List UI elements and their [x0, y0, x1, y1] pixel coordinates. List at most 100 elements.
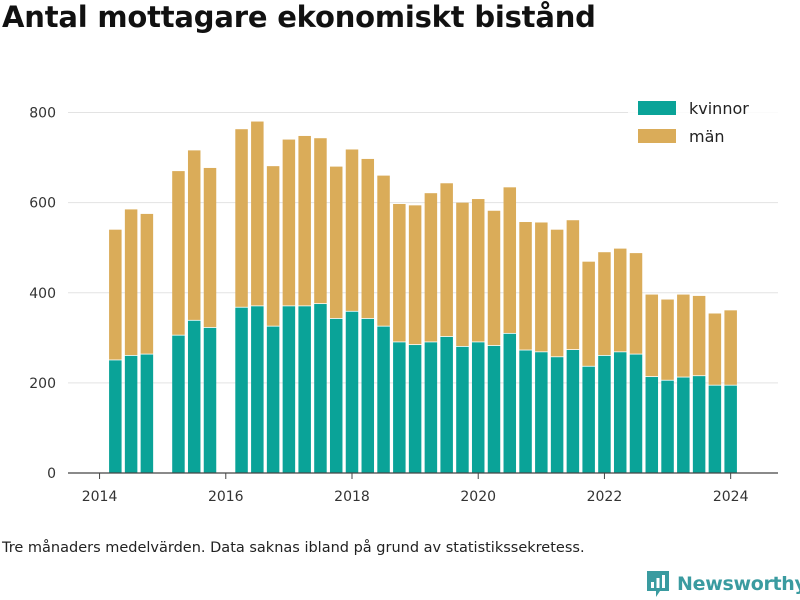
bar-kvinnor	[282, 306, 296, 473]
bar-kvinnor	[645, 377, 659, 473]
bar-man	[629, 253, 643, 354]
y-tick-label: 400	[29, 286, 56, 302]
y-tick-label: 800	[29, 106, 56, 122]
bar-man	[235, 129, 248, 307]
bar-man	[408, 205, 422, 345]
bar-man	[251, 121, 264, 306]
bar-kvinnor	[503, 333, 517, 473]
bar-man	[440, 183, 453, 337]
bar-kvinnor	[124, 355, 138, 473]
brand-name: Newsworthy	[677, 573, 800, 595]
bar-man	[203, 167, 217, 328]
x-tick-label: 2024	[713, 489, 749, 505]
bar-kvinnor	[361, 318, 375, 473]
brand[interactable]: Newsworthy	[645, 568, 800, 600]
bar-kvinnor	[677, 377, 690, 473]
newsworthy-logo-icon	[647, 571, 669, 597]
bar-man	[550, 229, 564, 357]
bar-man	[298, 135, 311, 306]
x-tick-label: 2022	[587, 489, 623, 505]
footnote: Tre månaders medelvärden. Data saknas ib…	[2, 540, 585, 556]
bar-man	[314, 138, 327, 304]
bar-man	[140, 213, 154, 354]
bar-man	[582, 261, 595, 366]
bar-kvinnor	[424, 342, 438, 473]
bar-man	[345, 149, 359, 311]
bar-kvinnor	[109, 360, 122, 473]
bar-man	[613, 248, 627, 352]
bar-man	[109, 229, 122, 360]
bar-kvinnor	[440, 336, 453, 473]
x-tick-label: 2014	[82, 489, 118, 505]
bar-kvinnor	[235, 307, 248, 473]
bar-kvinnor	[377, 326, 390, 473]
bar-kvinnor	[140, 354, 154, 473]
chart-title: Antal mottagare ekonomiskt bistånd	[2, 0, 596, 34]
bar-kvinnor	[661, 380, 674, 473]
bar-man	[187, 150, 201, 320]
bar-kvinnor	[298, 306, 311, 473]
bar-man	[172, 171, 185, 335]
bar-kvinnor	[203, 327, 217, 473]
bar-man	[329, 166, 343, 319]
bar-man	[393, 203, 406, 342]
legend-swatch-kvinnor	[638, 101, 676, 115]
legend-label-man: män	[689, 127, 725, 146]
bar-man	[535, 222, 548, 352]
bar-man	[724, 310, 737, 385]
bar-man	[598, 252, 611, 356]
bar-kvinnor	[487, 345, 501, 473]
bar-kvinnor	[582, 366, 595, 473]
bar-man	[266, 166, 280, 326]
bar-kvinnor	[550, 357, 564, 473]
bar-kvinnor	[266, 326, 280, 473]
bars	[109, 121, 737, 473]
bar-man	[377, 175, 390, 326]
bar-kvinnor	[345, 311, 359, 473]
bar-man	[282, 139, 296, 306]
bar-kvinnor	[314, 304, 327, 473]
bar-man	[661, 299, 674, 380]
bar-kvinnor	[456, 346, 469, 473]
bar-man	[361, 158, 375, 319]
bar-man	[124, 209, 138, 356]
bar-chart: 2014 2016 2018 2020 2022 2024 0 200 400 600 800 k…	[29, 98, 778, 505]
legend-label-kvinnor: kvinnor	[689, 99, 749, 118]
bar-kvinnor	[329, 318, 343, 473]
x-tick-label: 2018	[334, 489, 370, 505]
bar-kvinnor	[692, 376, 706, 473]
bar-man	[677, 294, 690, 377]
bar-man	[471, 199, 485, 342]
bar-man	[519, 222, 532, 350]
y-tick-label: 200	[29, 376, 56, 392]
bar-kvinnor	[708, 385, 722, 473]
x-tick-label: 2016	[208, 489, 244, 505]
bar-man	[708, 313, 722, 385]
legend: kvinnor män	[628, 98, 778, 156]
y-tick-label: 600	[29, 196, 56, 212]
legend-swatch-man	[638, 129, 676, 143]
bar-kvinnor	[408, 345, 422, 473]
bar-kvinnor	[251, 306, 264, 473]
bar-kvinnor	[724, 385, 737, 473]
bar-man	[487, 210, 501, 346]
bar-kvinnor	[471, 342, 485, 473]
bar-man	[503, 187, 517, 333]
bar-kvinnor	[629, 354, 643, 473]
bar-kvinnor	[187, 320, 201, 473]
x-axis-ticks: 2014 2016 2018 2020 2022 2024	[82, 473, 749, 505]
bar-kvinnor	[566, 349, 580, 473]
bar-kvinnor	[393, 342, 406, 473]
bar-man	[424, 193, 438, 342]
bar-kvinnor	[613, 352, 627, 473]
bar-man	[645, 294, 659, 377]
y-tick-label: 0	[47, 466, 56, 482]
bar-kvinnor	[535, 352, 548, 473]
bar-man	[456, 202, 469, 347]
y-axis-ticks: 0 200 400 600 800	[29, 106, 56, 482]
bar-man	[692, 295, 706, 376]
gridlines	[68, 112, 778, 384]
bar-kvinnor	[598, 355, 611, 473]
x-tick-label: 2020	[460, 489, 496, 505]
bar-man	[566, 220, 580, 350]
